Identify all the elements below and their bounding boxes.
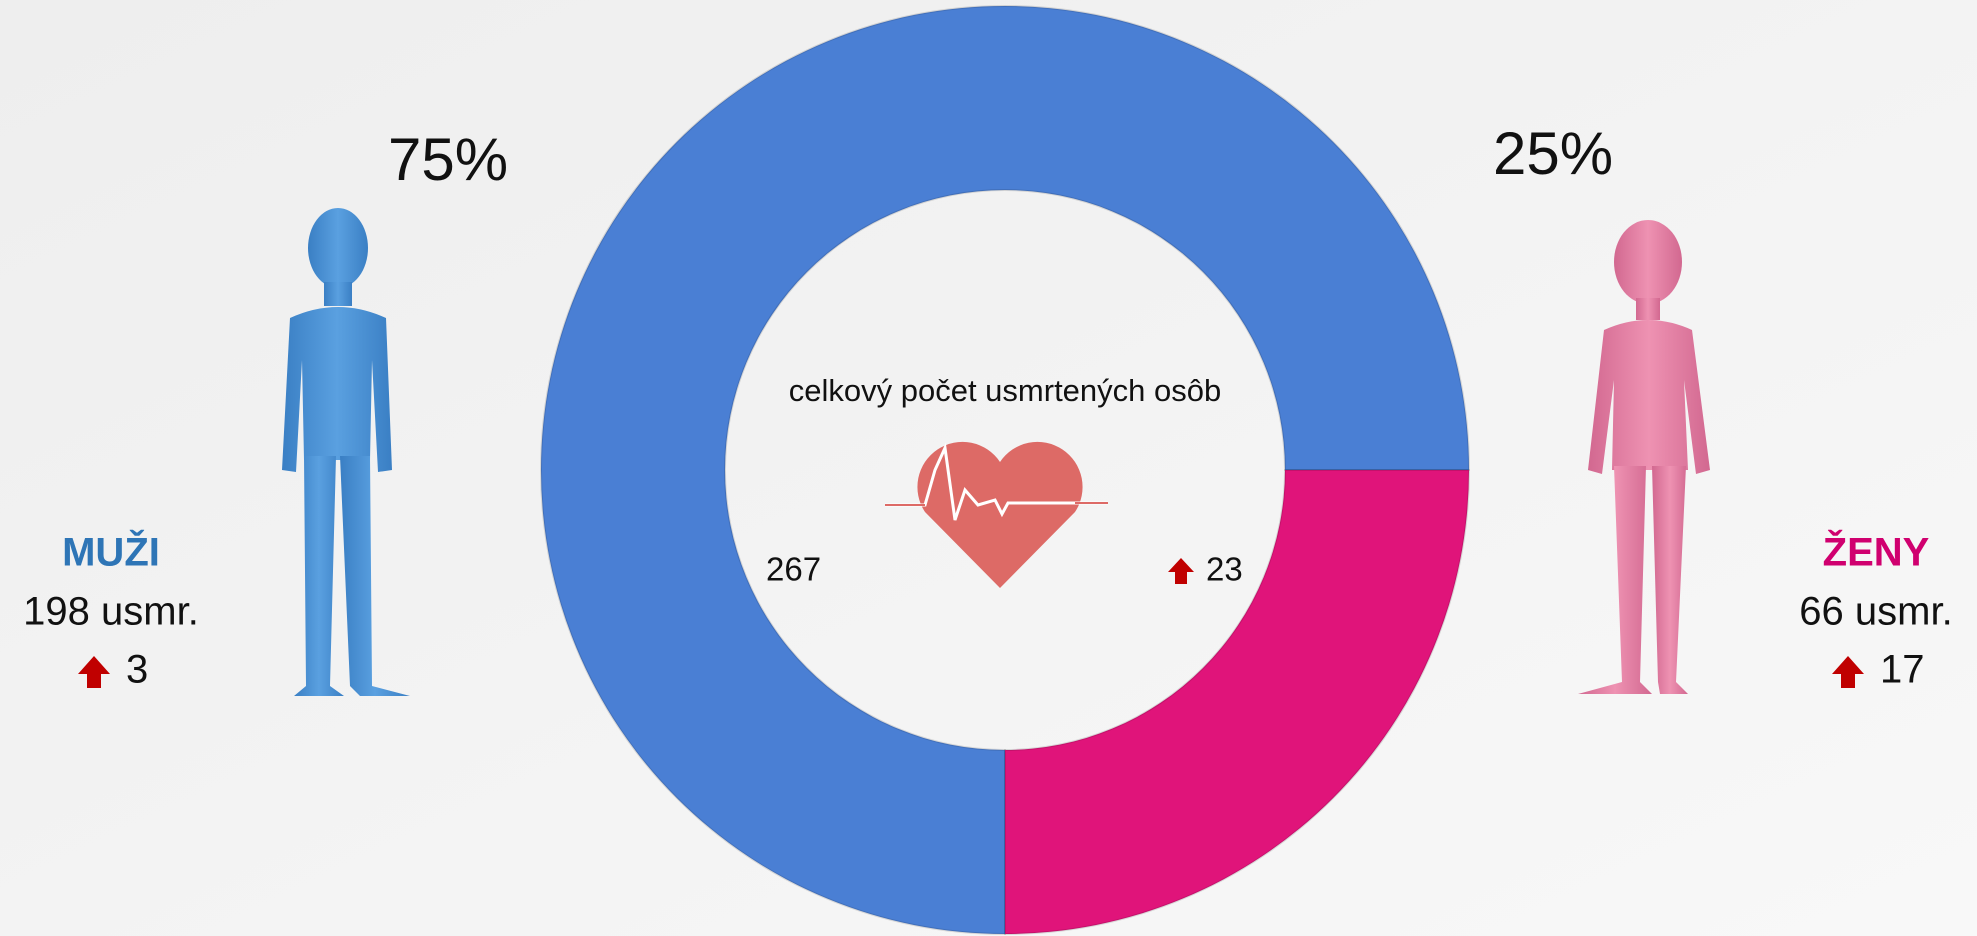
center-total: 267 — [766, 551, 821, 588]
heart-icon — [885, 441, 1108, 588]
value-label: 25% — [1493, 120, 1613, 187]
category-label: ŽENY — [1823, 529, 1930, 575]
center-title: celkový počet usmrtených osôb — [789, 373, 1222, 408]
category-label: MUŽI — [62, 529, 160, 575]
up-arrow — [78, 656, 110, 688]
change-label: 17 — [1880, 648, 1925, 692]
count-label: 198 usmr. — [23, 590, 199, 634]
up-arrow — [1832, 656, 1864, 688]
man-figure — [282, 208, 410, 696]
donut-segment — [1004, 469, 1471, 936]
value-label: 75% — [388, 126, 508, 193]
center-change: 23 — [1206, 551, 1243, 588]
change-label: 3 — [126, 648, 148, 692]
donut-segment — [540, 5, 1471, 936]
woman-figure — [1578, 220, 1710, 694]
donut — [540, 5, 1471, 936]
count-label: 66 usmr. — [1799, 590, 1952, 634]
up-arrow — [1168, 558, 1194, 584]
